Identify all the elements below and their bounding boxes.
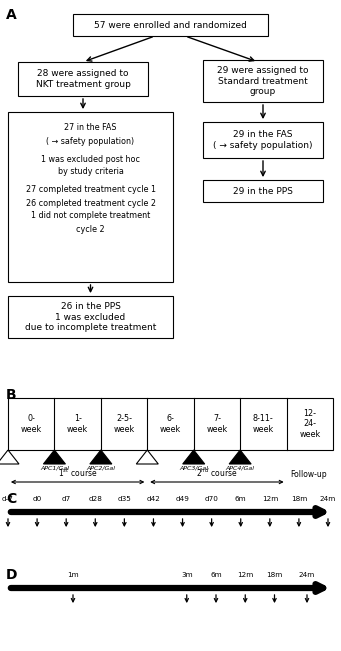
- Polygon shape: [229, 450, 251, 464]
- Text: 1m: 1m: [67, 572, 79, 578]
- Text: 1 did not complete treatment: 1 did not complete treatment: [31, 212, 150, 221]
- Text: 3m: 3m: [181, 572, 193, 578]
- Text: APC2/Gal: APC2/Gal: [86, 466, 115, 471]
- Text: C: C: [6, 492, 16, 506]
- Text: 27 in the FAS: 27 in the FAS: [64, 124, 117, 133]
- Text: 28 were assigned to
NKT treatment group: 28 were assigned to NKT treatment group: [35, 69, 131, 89]
- Text: d42: d42: [147, 496, 160, 502]
- Text: 29 were assigned to
Standard treatment
group: 29 were assigned to Standard treatment g…: [217, 66, 309, 96]
- Text: 24m: 24m: [320, 496, 336, 502]
- Bar: [203, 60, 323, 102]
- Text: 2$^{nd}$ course: 2$^{nd}$ course: [196, 467, 238, 479]
- Text: ( → safety population): ( → safety population): [46, 137, 135, 146]
- Text: 12m: 12m: [262, 496, 278, 502]
- Text: d28: d28: [88, 496, 102, 502]
- Text: d7: d7: [62, 496, 71, 502]
- Text: d-7: d-7: [2, 496, 14, 502]
- Text: 29 in the FAS
( → safety population): 29 in the FAS ( → safety population): [213, 130, 313, 150]
- Text: 26 in the PPS
1 was excluded
due to incomplete treatment: 26 in the PPS 1 was excluded due to inco…: [25, 302, 156, 332]
- Text: 8-11-
week: 8-11- week: [253, 414, 274, 434]
- Bar: [73, 14, 268, 36]
- Text: d49: d49: [176, 496, 190, 502]
- Text: 27 completed treatment cycle 1: 27 completed treatment cycle 1: [26, 186, 155, 195]
- Text: 18m: 18m: [266, 572, 283, 578]
- Text: 12-
24-
week: 12- 24- week: [299, 409, 321, 439]
- Text: d70: d70: [205, 496, 219, 502]
- Text: D: D: [6, 568, 17, 582]
- Text: 18m: 18m: [291, 496, 307, 502]
- Text: 29 in the PPS: 29 in the PPS: [233, 186, 293, 195]
- Text: 7-
week: 7- week: [206, 414, 227, 434]
- Text: 12m: 12m: [237, 572, 253, 578]
- Bar: [203, 180, 323, 202]
- Text: 1 was excluded post hoc: 1 was excluded post hoc: [41, 154, 140, 163]
- Text: A: A: [6, 8, 17, 22]
- Text: B: B: [6, 388, 17, 402]
- Text: 2-5-
week: 2-5- week: [114, 414, 135, 434]
- Text: APC3/Gal: APC3/Gal: [179, 466, 208, 471]
- Text: 6m: 6m: [210, 572, 222, 578]
- Text: 1$^{st}$ course: 1$^{st}$ course: [58, 467, 98, 479]
- Text: 57 were enrolled and randomized: 57 were enrolled and randomized: [94, 20, 247, 29]
- Text: 1-
week: 1- week: [67, 414, 88, 434]
- Bar: [8, 296, 173, 338]
- Text: d35: d35: [117, 496, 131, 502]
- Text: 6-
week: 6- week: [160, 414, 181, 434]
- Bar: [203, 122, 323, 158]
- Text: d0: d0: [32, 496, 42, 502]
- Text: APC4/Gal: APC4/Gal: [226, 466, 255, 471]
- Text: 26 completed treatment cycle 2: 26 completed treatment cycle 2: [26, 199, 155, 208]
- Text: 0-
week: 0- week: [20, 414, 42, 434]
- Polygon shape: [43, 450, 65, 464]
- Text: cycle 2: cycle 2: [76, 225, 105, 234]
- Bar: [18, 62, 148, 96]
- Text: 6m: 6m: [235, 496, 247, 502]
- Bar: [8, 112, 173, 282]
- Polygon shape: [90, 450, 112, 464]
- Polygon shape: [183, 450, 205, 464]
- Text: 24m: 24m: [299, 572, 315, 578]
- Text: APC1/Gal: APC1/Gal: [40, 466, 69, 471]
- Text: by study criteria: by study criteria: [58, 167, 123, 176]
- Bar: [8, 398, 333, 450]
- Text: Follow-up: Follow-up: [291, 470, 327, 479]
